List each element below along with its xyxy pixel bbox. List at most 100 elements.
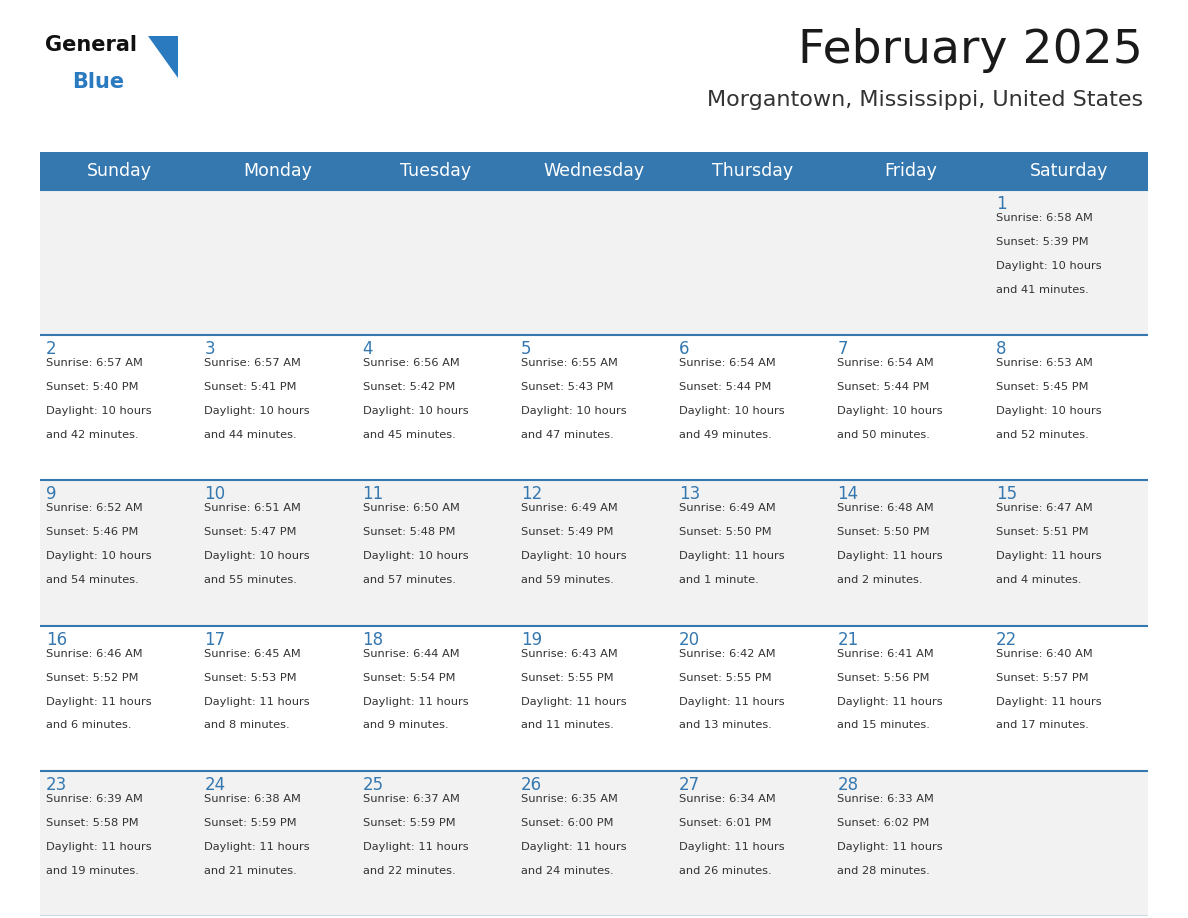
Text: Sunset: 5:49 PM: Sunset: 5:49 PM <box>520 527 613 537</box>
Text: 24: 24 <box>204 776 226 794</box>
Text: Daylight: 10 hours: Daylight: 10 hours <box>204 406 310 416</box>
Text: Sunset: 5:46 PM: Sunset: 5:46 PM <box>46 527 138 537</box>
Text: Daylight: 10 hours: Daylight: 10 hours <box>362 552 468 561</box>
Bar <box>832 190 990 335</box>
Bar <box>990 625 1148 771</box>
Bar <box>356 152 514 190</box>
Text: and 9 minutes.: and 9 minutes. <box>362 721 448 731</box>
Text: 2: 2 <box>46 341 57 358</box>
Bar <box>40 480 198 625</box>
Text: 6: 6 <box>680 341 690 358</box>
Bar <box>198 190 356 335</box>
Text: 4: 4 <box>362 341 373 358</box>
Text: Daylight: 11 hours: Daylight: 11 hours <box>204 697 310 707</box>
Text: 9: 9 <box>46 486 57 503</box>
Text: and 19 minutes.: and 19 minutes. <box>46 866 139 876</box>
Text: Daylight: 10 hours: Daylight: 10 hours <box>520 552 626 561</box>
Text: Sunrise: 6:52 AM: Sunrise: 6:52 AM <box>46 503 143 513</box>
Text: Daylight: 11 hours: Daylight: 11 hours <box>838 697 943 707</box>
Text: Sunrise: 6:46 AM: Sunrise: 6:46 AM <box>46 649 143 658</box>
Text: Sunrise: 6:58 AM: Sunrise: 6:58 AM <box>996 213 1093 223</box>
Text: Sunset: 5:55 PM: Sunset: 5:55 PM <box>680 673 772 683</box>
Text: Sunset: 5:53 PM: Sunset: 5:53 PM <box>204 673 297 683</box>
Text: Daylight: 10 hours: Daylight: 10 hours <box>520 406 626 416</box>
Text: Sunset: 5:40 PM: Sunset: 5:40 PM <box>46 382 139 392</box>
Text: Sunrise: 6:39 AM: Sunrise: 6:39 AM <box>46 794 143 804</box>
Text: 19: 19 <box>520 631 542 649</box>
Text: Sunset: 5:50 PM: Sunset: 5:50 PM <box>838 527 930 537</box>
Text: 28: 28 <box>838 776 859 794</box>
Bar <box>674 335 832 480</box>
Text: Sunrise: 6:53 AM: Sunrise: 6:53 AM <box>996 358 1093 368</box>
Bar <box>198 335 356 480</box>
Text: 14: 14 <box>838 486 859 503</box>
Bar <box>990 190 1148 335</box>
Text: 18: 18 <box>362 631 384 649</box>
Text: General: General <box>45 35 137 55</box>
Text: 3: 3 <box>204 341 215 358</box>
Text: Sunrise: 6:54 AM: Sunrise: 6:54 AM <box>680 358 776 368</box>
Text: Sunset: 6:02 PM: Sunset: 6:02 PM <box>838 818 930 828</box>
Text: Sunset: 5:54 PM: Sunset: 5:54 PM <box>362 673 455 683</box>
Text: Sunrise: 6:44 AM: Sunrise: 6:44 AM <box>362 649 460 658</box>
Text: and 22 minutes.: and 22 minutes. <box>362 866 455 876</box>
Text: Sunset: 5:51 PM: Sunset: 5:51 PM <box>996 527 1088 537</box>
Text: and 13 minutes.: and 13 minutes. <box>680 721 772 731</box>
Text: and 59 minutes.: and 59 minutes. <box>520 576 614 586</box>
Text: Sunday: Sunday <box>87 162 152 180</box>
Text: 11: 11 <box>362 486 384 503</box>
Text: 27: 27 <box>680 776 700 794</box>
Text: Daylight: 11 hours: Daylight: 11 hours <box>996 552 1101 561</box>
Text: Sunset: 5:59 PM: Sunset: 5:59 PM <box>204 818 297 828</box>
Text: Sunset: 5:56 PM: Sunset: 5:56 PM <box>838 673 930 683</box>
Text: 15: 15 <box>996 486 1017 503</box>
Bar <box>40 190 198 335</box>
Bar <box>832 152 990 190</box>
Text: Daylight: 11 hours: Daylight: 11 hours <box>680 697 785 707</box>
Bar <box>514 771 674 916</box>
Text: Tuesday: Tuesday <box>400 162 472 180</box>
Bar <box>990 335 1148 480</box>
Text: and 1 minute.: and 1 minute. <box>680 576 759 586</box>
Text: and 42 minutes.: and 42 minutes. <box>46 430 139 440</box>
Text: Sunrise: 6:48 AM: Sunrise: 6:48 AM <box>838 503 934 513</box>
Text: Sunrise: 6:45 AM: Sunrise: 6:45 AM <box>204 649 301 658</box>
Text: Daylight: 10 hours: Daylight: 10 hours <box>46 406 152 416</box>
Bar <box>990 771 1148 916</box>
Text: Sunset: 5:43 PM: Sunset: 5:43 PM <box>520 382 613 392</box>
Text: 7: 7 <box>838 341 848 358</box>
Text: Daylight: 10 hours: Daylight: 10 hours <box>204 552 310 561</box>
Text: 21: 21 <box>838 631 859 649</box>
Text: 16: 16 <box>46 631 68 649</box>
Text: February 2025: February 2025 <box>798 28 1143 73</box>
Text: Daylight: 11 hours: Daylight: 11 hours <box>520 842 626 852</box>
Text: Daylight: 11 hours: Daylight: 11 hours <box>680 552 785 561</box>
Text: Sunset: 5:59 PM: Sunset: 5:59 PM <box>362 818 455 828</box>
Bar <box>40 771 198 916</box>
Text: 13: 13 <box>680 486 701 503</box>
Text: Sunrise: 6:42 AM: Sunrise: 6:42 AM <box>680 649 776 658</box>
Bar <box>514 152 674 190</box>
Text: 20: 20 <box>680 631 700 649</box>
Bar <box>514 480 674 625</box>
Bar <box>832 335 990 480</box>
Text: Sunset: 5:39 PM: Sunset: 5:39 PM <box>996 237 1088 247</box>
Text: and 55 minutes.: and 55 minutes. <box>204 576 297 586</box>
Bar <box>356 480 514 625</box>
Text: and 4 minutes.: and 4 minutes. <box>996 576 1081 586</box>
Text: Sunrise: 6:50 AM: Sunrise: 6:50 AM <box>362 503 460 513</box>
Text: and 44 minutes.: and 44 minutes. <box>204 430 297 440</box>
Bar <box>514 190 674 335</box>
Text: Saturday: Saturday <box>1030 162 1108 180</box>
Text: 23: 23 <box>46 776 68 794</box>
Text: and 52 minutes.: and 52 minutes. <box>996 430 1088 440</box>
Text: Sunrise: 6:33 AM: Sunrise: 6:33 AM <box>838 794 934 804</box>
Bar <box>674 480 832 625</box>
Text: Sunrise: 6:51 AM: Sunrise: 6:51 AM <box>204 503 302 513</box>
Bar <box>40 625 198 771</box>
Bar <box>356 625 514 771</box>
Bar <box>990 152 1148 190</box>
Text: Sunset: 6:00 PM: Sunset: 6:00 PM <box>520 818 613 828</box>
Bar <box>356 771 514 916</box>
Text: Morgantown, Mississippi, United States: Morgantown, Mississippi, United States <box>707 90 1143 110</box>
